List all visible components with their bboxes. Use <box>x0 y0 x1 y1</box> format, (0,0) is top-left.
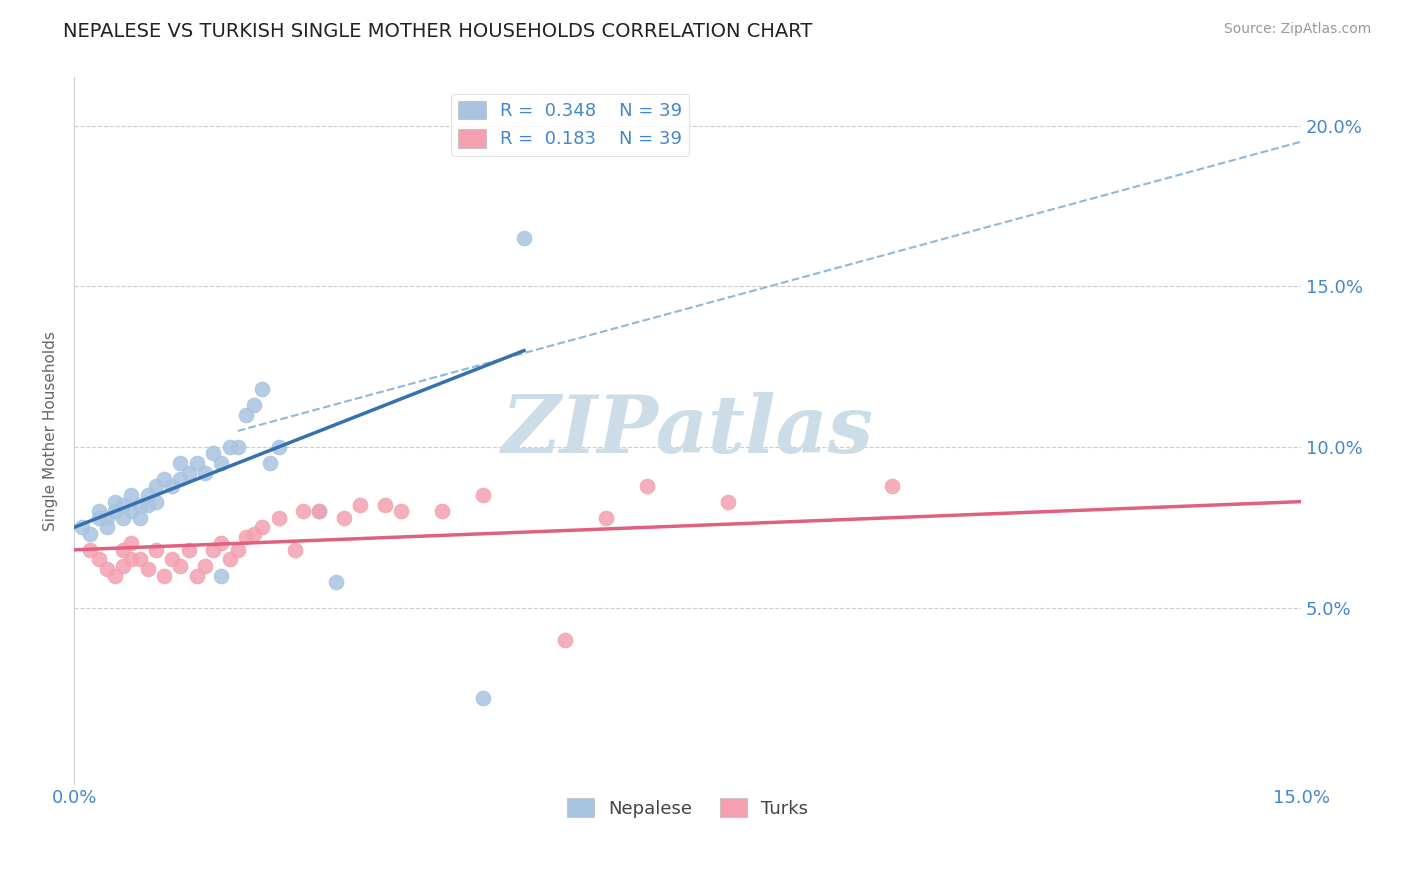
Point <box>120 552 142 566</box>
Point <box>374 498 396 512</box>
Point <box>177 542 200 557</box>
Point <box>243 398 266 412</box>
Point <box>194 466 217 480</box>
Point <box>194 558 217 573</box>
Point <box>112 510 135 524</box>
Point <box>145 494 167 508</box>
Point <box>79 526 101 541</box>
Point <box>267 510 290 524</box>
Point <box>87 510 110 524</box>
Point <box>128 510 150 524</box>
Point <box>243 526 266 541</box>
Point <box>308 504 330 518</box>
Point <box>880 478 903 492</box>
Point <box>333 510 356 524</box>
Point <box>96 562 118 576</box>
Point <box>186 568 208 582</box>
Point <box>162 478 184 492</box>
Point <box>235 408 257 422</box>
Point <box>96 520 118 534</box>
Point <box>308 504 330 518</box>
Point <box>145 542 167 557</box>
Point <box>136 562 159 576</box>
Point <box>112 498 135 512</box>
Point <box>120 536 142 550</box>
Point <box>153 568 176 582</box>
Point <box>209 456 232 470</box>
Text: NEPALESE VS TURKISH SINGLE MOTHER HOUSEHOLDS CORRELATION CHART: NEPALESE VS TURKISH SINGLE MOTHER HOUSEH… <box>63 22 813 41</box>
Point <box>252 520 274 534</box>
Point <box>120 504 142 518</box>
Point <box>209 568 232 582</box>
Point <box>104 494 127 508</box>
Point <box>430 504 453 518</box>
Point <box>96 510 118 524</box>
Point <box>636 478 658 492</box>
Point <box>513 231 536 245</box>
Point <box>72 520 94 534</box>
Point <box>136 498 159 512</box>
Point <box>259 456 281 470</box>
Legend: Nepalese, Turks: Nepalese, Turks <box>560 791 815 825</box>
Point <box>186 456 208 470</box>
Point <box>169 472 191 486</box>
Point <box>128 552 150 566</box>
Point <box>202 542 225 557</box>
Point <box>104 504 127 518</box>
Point <box>235 530 257 544</box>
Point <box>87 552 110 566</box>
Point <box>162 552 184 566</box>
Y-axis label: Single Mother Households: Single Mother Households <box>44 331 58 531</box>
Point <box>226 440 249 454</box>
Point <box>218 552 240 566</box>
Point <box>145 478 167 492</box>
Point <box>136 488 159 502</box>
Point <box>169 558 191 573</box>
Point <box>177 466 200 480</box>
Text: ZIPatlas: ZIPatlas <box>502 392 873 470</box>
Point <box>120 488 142 502</box>
Point <box>717 494 740 508</box>
Point <box>325 574 347 589</box>
Point <box>472 488 495 502</box>
Point <box>169 456 191 470</box>
Point <box>284 542 307 557</box>
Point <box>79 542 101 557</box>
Point <box>226 542 249 557</box>
Point <box>218 440 240 454</box>
Point <box>389 504 412 518</box>
Point <box>554 632 576 647</box>
Point <box>209 536 232 550</box>
Point <box>202 446 225 460</box>
Point <box>112 542 135 557</box>
Point <box>267 440 290 454</box>
Point <box>292 504 315 518</box>
Point <box>112 558 135 573</box>
Point <box>104 568 127 582</box>
Point <box>472 690 495 705</box>
Point <box>349 498 371 512</box>
Text: Source: ZipAtlas.com: Source: ZipAtlas.com <box>1223 22 1371 37</box>
Point <box>87 504 110 518</box>
Point <box>252 382 274 396</box>
Point <box>595 510 617 524</box>
Point <box>153 472 176 486</box>
Point <box>128 498 150 512</box>
